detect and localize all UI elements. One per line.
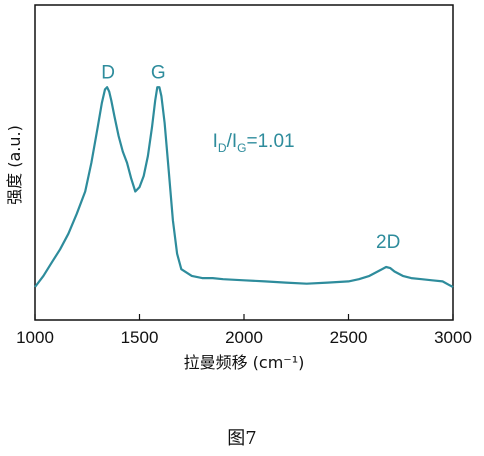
- ratio-sub-g: G: [237, 141, 246, 155]
- x-tick-label: 2000: [225, 328, 263, 347]
- x-axis-label: 拉曼频移 (cm⁻¹): [184, 353, 305, 372]
- x-tick-label: 1000: [16, 328, 54, 347]
- ratio-value: =1.01: [247, 131, 295, 152]
- ratio-i-d: I: [213, 131, 218, 152]
- figure-caption: 图7: [227, 428, 257, 449]
- intensity-ratio-label: ID/IG=1.01: [213, 131, 295, 155]
- x-axis-ticks: 1000 1500 2000 2500 3000: [16, 314, 472, 347]
- x-tick-label: 2500: [330, 328, 368, 347]
- spectrum-line: [34, 86, 454, 288]
- peak-label-d: D: [101, 62, 115, 83]
- plot-frame: [34, 4, 454, 321]
- x-tick-label: 3000: [434, 328, 472, 347]
- peak-annotations: D G2D: [101, 62, 400, 253]
- ratio-i-g: I: [232, 131, 237, 152]
- x-tick-label: 1500: [121, 328, 159, 347]
- peak-label-g: G: [151, 62, 166, 83]
- ratio-slash: /: [227, 131, 233, 152]
- ratio-sub-d: D: [218, 141, 227, 155]
- peak-label-2d: 2D: [376, 232, 400, 253]
- y-axis-label: 强度 (a.u.): [5, 125, 24, 205]
